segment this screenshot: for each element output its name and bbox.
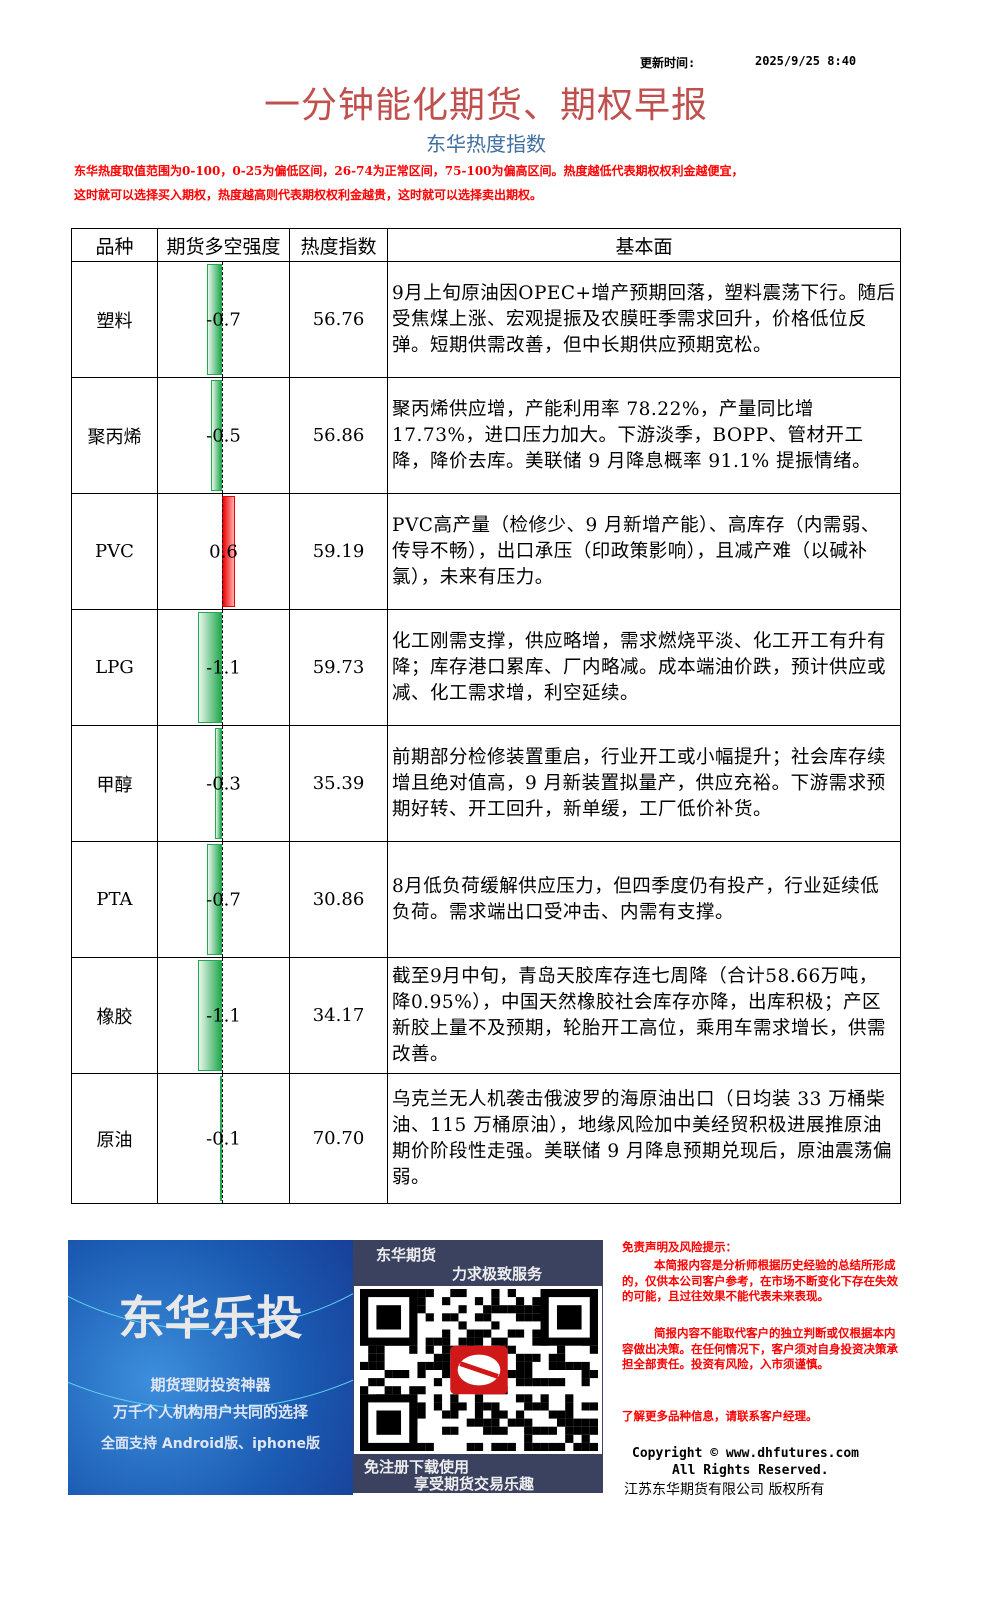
app-banner: 东华乐投 期货理财投资神器 万千个人机构用户共同的选择 全面支持 Android… bbox=[68, 1240, 353, 1495]
strength-bar bbox=[211, 380, 222, 491]
heat-index: 34.17 bbox=[289, 957, 388, 1074]
report-table: 品种 期货多空强度 热度指数 基本面 塑料 -0.7 56.76 9月上旬原油因… bbox=[71, 228, 901, 1204]
strength-cell: -1.1 bbox=[157, 957, 290, 1074]
strength-value: -1.1 bbox=[206, 657, 241, 678]
strength-cell: -0.5 bbox=[157, 377, 290, 494]
heat-index: 59.19 bbox=[289, 493, 388, 610]
contact-note: 了解更多品种信息，请联系客户经理。 bbox=[622, 1409, 818, 1423]
zero-line bbox=[222, 958, 223, 1073]
fundamentals-text: 聚丙烯供应增，产能利用率 78.22%，产量同比增 17.73%，进口压力加大。… bbox=[387, 377, 901, 494]
update-time-value: 2025/9/25 8:40 bbox=[755, 54, 857, 68]
table-row: 塑料 -0.7 56.76 9月上旬原油因OPEC+增产预期回落，塑料震荡下行。… bbox=[71, 261, 901, 378]
qr-top-line2: 力求极致服务 bbox=[452, 1265, 543, 1283]
copyright-line2: All Rights Reserved. bbox=[672, 1463, 829, 1478]
header-fundamentals: 基本面 bbox=[387, 228, 901, 262]
table-header: 品种 期货多空强度 热度指数 基本面 bbox=[71, 228, 901, 262]
heat-note-line1: 东华热度取值范围为0-100，0-25为偏低区间，26-74为正常区间，75-1… bbox=[74, 164, 744, 178]
heat-index: 70.70 bbox=[289, 1073, 388, 1204]
heat-index: 59.73 bbox=[289, 609, 388, 726]
heat-note-line2: 这时就可以选择买入期权，热度越高则代表期权权利金越贵，这时就可以选择卖出期权。 bbox=[74, 188, 543, 202]
disclaimer-paragraph-2: 简报内容不能取代客户的独立判断或仅根据本内容做出决策。在任何情况下，客户须对自身… bbox=[622, 1326, 898, 1371]
zero-line bbox=[222, 842, 223, 957]
strength-cell: -0.1 bbox=[157, 1073, 290, 1204]
strength-cell: 0.6 bbox=[157, 493, 290, 610]
header-heat: 热度指数 bbox=[289, 228, 388, 262]
update-time-label: 更新时间: bbox=[640, 56, 696, 70]
strength-bar bbox=[219, 1076, 222, 1201]
strength-value: -0.3 bbox=[206, 773, 241, 794]
banner-title: 东华乐投 bbox=[118, 1291, 303, 1345]
heat-index: 30.86 bbox=[289, 841, 388, 958]
variety-name: LPG bbox=[71, 609, 158, 726]
strength-value: -0.7 bbox=[206, 309, 241, 330]
qr-top-line1: 东华期货 bbox=[376, 1246, 437, 1264]
zero-line bbox=[222, 1074, 223, 1203]
fundamentals-text: 8月低负荷缓解供应压力，但四季度仍有投产，行业延续低负荷。需求端出口受冲击、内需… bbox=[387, 841, 901, 958]
page-subtitle: 东华热度指数 bbox=[426, 132, 546, 156]
strength-bar bbox=[197, 960, 222, 1071]
strength-bar bbox=[206, 844, 222, 955]
zero-line bbox=[222, 262, 223, 377]
table-row: PTA -0.7 30.86 8月低负荷缓解供应压力，但四季度仍有投产，行业延续… bbox=[71, 841, 901, 958]
strength-cell: -0.7 bbox=[157, 841, 290, 958]
strength-value: -0.5 bbox=[206, 425, 241, 446]
table-row: 甲醇 -0.3 35.39 前期部分检修装置重启，行业开工或小幅提升；社会库存续… bbox=[71, 725, 901, 842]
strength-value: -0.7 bbox=[206, 889, 241, 910]
fundamentals-text: 前期部分检修装置重启，行业开工或小幅提升；社会库存续增且绝对值高，9 月新装置拟… bbox=[387, 725, 901, 842]
strength-cell: -0.3 bbox=[157, 725, 290, 842]
fundamentals-text: 乌克兰无人机袭击俄波罗的海原油出口（日均装 33 万桶柴油、115 万桶原油），… bbox=[387, 1073, 901, 1204]
qr-bottom-line1: 免注册下载使用 bbox=[364, 1458, 470, 1476]
banner-line3: 全面支持 Android版、iphone版 bbox=[101, 1436, 320, 1452]
zero-line bbox=[222, 378, 223, 493]
banner-arc bbox=[68, 1240, 353, 1410]
banner-line1: 期货理财投资神器 bbox=[150, 1376, 271, 1394]
copyright-line3: 江苏东华期货有限公司 版权所有 bbox=[624, 1482, 825, 1498]
variety-name: PVC bbox=[71, 493, 158, 610]
header-strength: 期货多空强度 bbox=[157, 228, 290, 262]
heat-index: 56.86 bbox=[289, 377, 388, 494]
zero-line bbox=[222, 610, 223, 725]
variety-name: 橡胶 bbox=[71, 957, 158, 1074]
table-row: 聚丙烯 -0.5 56.86 聚丙烯供应增，产能利用率 78.22%，产量同比增… bbox=[71, 377, 901, 494]
strength-bar bbox=[206, 264, 222, 375]
fundamentals-text: 化工刚需支撑，供应略增，需求燃烧平淡、化工开工有升有降；库存港口累库、厂内略减。… bbox=[387, 609, 901, 726]
heat-index: 35.39 bbox=[289, 725, 388, 842]
strength-value: -1.1 bbox=[206, 1005, 241, 1026]
disclaimer-title: 免责声明及风险提示： bbox=[622, 1240, 737, 1254]
strength-bar bbox=[197, 612, 222, 723]
disclaimer-paragraph-1: 本简报内容是分析师根据历史经验的总结所形成的，仅供本公司客户参考，在市场不断变化… bbox=[622, 1258, 898, 1303]
strength-value: 0.6 bbox=[209, 541, 238, 562]
strength-cell: -0.7 bbox=[157, 261, 290, 378]
table-row: PVC 0.6 59.19 PVC高产量（检修少、9 月新增产能）、高库存（内需… bbox=[71, 493, 901, 610]
zero-line bbox=[222, 726, 223, 841]
variety-name: PTA bbox=[71, 841, 158, 958]
copyright-line1: Copyright © www.dhfutures.com bbox=[632, 1446, 859, 1461]
variety-name: 聚丙烯 bbox=[71, 377, 158, 494]
qr-code-icon[interactable] bbox=[360, 1289, 598, 1451]
heat-index: 56.76 bbox=[289, 261, 388, 378]
strength-cell: -1.1 bbox=[157, 609, 290, 726]
page-title: 一分钟能化期货、期权早报 bbox=[263, 85, 708, 126]
table-row: 原油 -0.1 70.70 乌克兰无人机袭击俄波罗的海原油出口（日均装 33 万… bbox=[71, 1073, 901, 1204]
fundamentals-text: 9月上旬原油因OPEC+增产预期回落，塑料震荡下行。随后受焦煤上涨、宏观提振及农… bbox=[387, 261, 901, 378]
strength-value: -0.1 bbox=[206, 1128, 241, 1149]
banner-line2: 万千个人机构用户共同的选择 bbox=[112, 1403, 308, 1421]
variety-name: 甲醇 bbox=[71, 725, 158, 842]
header-variety: 品种 bbox=[71, 228, 158, 262]
table-row: 橡胶 -1.1 34.17 截至9月中旬，青岛天胶库存连七周降（合计58.66万… bbox=[71, 957, 901, 1074]
variety-name: 塑料 bbox=[71, 261, 158, 378]
qr-panel: 东华期货 力求极致服务 免注册下载使用 享受期货交易乐趣 bbox=[353, 1240, 603, 1493]
variety-name: 原油 bbox=[71, 1073, 158, 1204]
strength-bar bbox=[215, 728, 222, 839]
fundamentals-text: PVC高产量（检修少、9 月新增产能）、高库存（内需弱、传导不畅），出口承压（印… bbox=[387, 493, 901, 610]
zero-line bbox=[222, 494, 223, 609]
fundamentals-text: 截至9月中旬，青岛天胶库存连七周降（合计58.66万吨，降0.95%），中国天然… bbox=[387, 957, 901, 1074]
qr-bottom-line2: 享受期货交易乐趣 bbox=[414, 1475, 535, 1493]
table-row: LPG -1.1 59.73 化工刚需支撑，供应略增，需求燃烧平淡、化工开工有升… bbox=[71, 609, 901, 726]
